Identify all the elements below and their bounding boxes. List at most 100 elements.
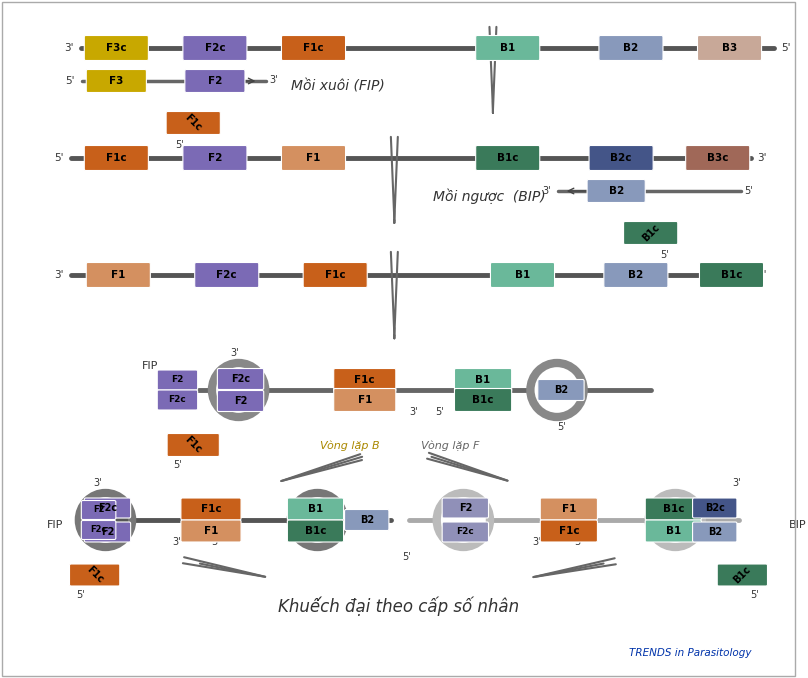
FancyBboxPatch shape	[599, 35, 663, 60]
Text: F1c: F1c	[183, 113, 204, 134]
FancyBboxPatch shape	[587, 180, 646, 203]
Text: F2c: F2c	[90, 525, 107, 534]
Text: 3': 3'	[732, 478, 741, 488]
FancyBboxPatch shape	[84, 498, 131, 518]
Text: F3c: F3c	[106, 43, 127, 53]
FancyBboxPatch shape	[158, 390, 198, 410]
FancyBboxPatch shape	[281, 146, 346, 170]
FancyBboxPatch shape	[541, 498, 597, 520]
Text: 3': 3'	[542, 186, 551, 196]
FancyBboxPatch shape	[686, 146, 750, 170]
Text: F1: F1	[204, 526, 218, 536]
Text: 5': 5'	[435, 407, 444, 417]
FancyBboxPatch shape	[86, 70, 146, 92]
Text: F1c: F1c	[200, 504, 221, 514]
Text: 5': 5'	[77, 590, 85, 600]
FancyBboxPatch shape	[442, 522, 489, 542]
Text: F1: F1	[306, 153, 321, 163]
Text: B1c: B1c	[305, 526, 326, 536]
Text: F1: F1	[358, 395, 372, 405]
Text: B2: B2	[629, 270, 643, 280]
FancyBboxPatch shape	[692, 522, 737, 542]
FancyBboxPatch shape	[646, 520, 701, 542]
Text: B1: B1	[308, 504, 323, 514]
Text: F1c: F1c	[325, 270, 346, 280]
Text: F1c: F1c	[303, 43, 324, 53]
Text: B2: B2	[623, 43, 638, 53]
Text: 3': 3'	[230, 348, 239, 358]
Text: B1: B1	[500, 43, 516, 53]
Text: 5': 5'	[212, 537, 221, 547]
FancyBboxPatch shape	[181, 498, 241, 520]
FancyBboxPatch shape	[692, 498, 737, 518]
Text: B1: B1	[515, 270, 530, 280]
Text: F2: F2	[459, 503, 472, 513]
Text: B1c: B1c	[732, 565, 753, 586]
FancyBboxPatch shape	[303, 262, 367, 287]
FancyBboxPatch shape	[69, 564, 120, 586]
Text: Vòng lặp F: Vòng lặp F	[421, 441, 480, 452]
Text: FIP: FIP	[141, 361, 158, 371]
Text: F1c: F1c	[558, 526, 579, 536]
Text: B1c: B1c	[473, 395, 494, 405]
Text: 5': 5'	[744, 186, 753, 196]
Text: 5': 5'	[402, 552, 410, 562]
Text: 5': 5'	[65, 76, 75, 86]
Text: B2c: B2c	[610, 153, 632, 163]
Text: 5': 5'	[750, 590, 759, 600]
Text: Mồi xuôi (FIP): Mồi xuôi (FIP)	[291, 79, 385, 93]
FancyBboxPatch shape	[185, 70, 245, 92]
Text: F1c: F1c	[84, 565, 105, 585]
FancyBboxPatch shape	[166, 111, 221, 134]
Text: 3': 3'	[65, 43, 74, 53]
FancyBboxPatch shape	[334, 369, 396, 391]
Text: B1c: B1c	[640, 222, 661, 243]
Text: F2c: F2c	[204, 43, 225, 53]
FancyBboxPatch shape	[281, 35, 346, 60]
Text: BIP: BIP	[789, 520, 806, 530]
FancyBboxPatch shape	[697, 35, 762, 60]
Text: 3': 3'	[55, 270, 64, 280]
FancyBboxPatch shape	[490, 262, 554, 287]
Text: B3: B3	[722, 43, 737, 53]
FancyBboxPatch shape	[604, 262, 668, 287]
Text: F1: F1	[112, 270, 125, 280]
FancyBboxPatch shape	[183, 35, 247, 60]
Text: F2: F2	[234, 396, 247, 406]
FancyBboxPatch shape	[195, 262, 259, 287]
Text: 5': 5'	[660, 250, 669, 260]
Text: F2c: F2c	[169, 395, 187, 405]
Text: 5': 5'	[558, 422, 566, 432]
Text: 3': 3'	[757, 153, 767, 163]
Text: F2: F2	[101, 527, 114, 537]
FancyBboxPatch shape	[442, 498, 489, 518]
Text: F2c: F2c	[457, 527, 474, 536]
Text: F2c: F2c	[217, 270, 237, 280]
Text: 5': 5'	[574, 537, 583, 547]
Text: FIP: FIP	[47, 520, 63, 530]
Text: B2: B2	[360, 515, 374, 525]
Text: B1c: B1c	[721, 270, 743, 280]
Text: B1c: B1c	[663, 504, 684, 514]
FancyBboxPatch shape	[84, 35, 149, 60]
Text: F2c: F2c	[98, 503, 117, 513]
Text: 5': 5'	[173, 460, 182, 470]
FancyBboxPatch shape	[84, 522, 131, 542]
Text: F2c: F2c	[231, 374, 250, 384]
FancyBboxPatch shape	[718, 564, 768, 586]
FancyBboxPatch shape	[181, 520, 241, 542]
Text: F1c: F1c	[183, 435, 204, 456]
FancyBboxPatch shape	[82, 500, 116, 519]
FancyBboxPatch shape	[84, 146, 149, 170]
Text: Khuế́ch đại theo cấp số nhân: Khuế́ch đại theo cấp số nhân	[278, 596, 519, 616]
Text: B1c: B1c	[497, 153, 519, 163]
FancyBboxPatch shape	[454, 388, 511, 412]
Text: 3': 3'	[409, 407, 418, 417]
Text: 5': 5'	[757, 270, 767, 280]
FancyBboxPatch shape	[217, 391, 263, 412]
Text: 3': 3'	[269, 75, 278, 85]
FancyBboxPatch shape	[183, 146, 247, 170]
Text: B3c: B3c	[707, 153, 729, 163]
FancyBboxPatch shape	[217, 369, 263, 389]
Text: F2: F2	[208, 76, 222, 86]
